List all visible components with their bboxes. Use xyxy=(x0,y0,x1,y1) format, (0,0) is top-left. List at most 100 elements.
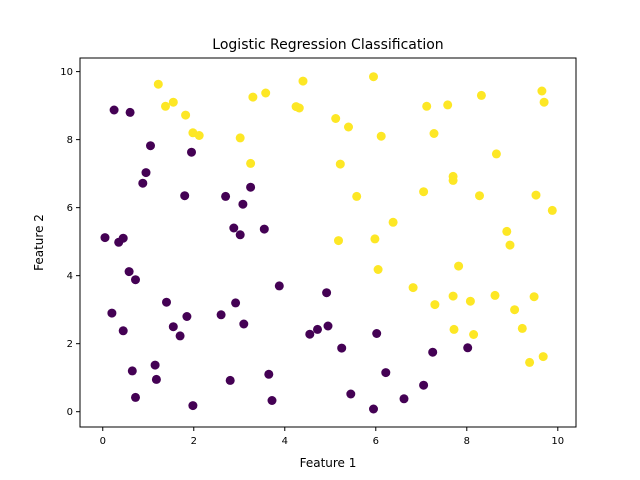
data-point-class-1 xyxy=(491,149,501,159)
data-point-class-1 xyxy=(408,283,418,293)
plot-frame xyxy=(79,57,577,428)
data-point-class-0 xyxy=(151,374,161,384)
data-point-class-0 xyxy=(168,322,178,332)
data-point-class-1 xyxy=(429,129,439,138)
data-point-class-0 xyxy=(100,233,110,243)
data-point-class-0 xyxy=(323,321,333,331)
data-point-class-1 xyxy=(248,92,258,102)
data-point-class-1 xyxy=(419,187,429,197)
data-point-class-0 xyxy=(127,366,137,376)
data-point-class-1 xyxy=(449,324,459,334)
y-axis-label: Feature 2 xyxy=(32,214,46,271)
data-point-class-1 xyxy=(344,122,353,132)
data-point-class-1 xyxy=(529,292,539,302)
y-tick-label: 0 xyxy=(67,407,73,418)
data-point-class-1 xyxy=(153,79,163,89)
data-point-class-0 xyxy=(125,107,135,117)
data-point-class-0 xyxy=(381,368,391,378)
data-point-class-0 xyxy=(146,141,155,151)
data-point-class-1 xyxy=(454,261,464,271)
data-point-class-0 xyxy=(131,275,140,285)
y-tick-label: 8 xyxy=(67,135,73,146)
data-point-class-0 xyxy=(264,369,274,379)
data-point-class-0 xyxy=(322,288,332,298)
data-point-class-1 xyxy=(261,88,271,98)
data-point-class-1 xyxy=(443,100,453,110)
data-point-class-1 xyxy=(298,76,308,86)
data-point-class-0 xyxy=(428,347,438,357)
data-point-class-0 xyxy=(372,329,382,338)
x-axis-ticks: 0 2 4 6 8 10 xyxy=(100,427,564,447)
data-point-class-0 xyxy=(131,392,140,402)
data-point-class-0 xyxy=(150,360,160,370)
data-point-class-0 xyxy=(175,331,185,341)
data-point-class-1 xyxy=(537,86,547,96)
data-point-class-0 xyxy=(313,324,322,334)
data-point-class-1 xyxy=(331,114,341,123)
chart-title: Logistic Regression Classification xyxy=(212,37,443,53)
data-point-class-0 xyxy=(346,389,356,399)
data-point-class-1 xyxy=(469,330,479,339)
data-point-class-0 xyxy=(187,147,196,157)
data-point-class-1 xyxy=(502,226,512,236)
data-point-class-0 xyxy=(246,182,256,192)
data-point-class-1 xyxy=(505,240,515,250)
data-point-class-0 xyxy=(107,308,117,318)
data-point-class-1 xyxy=(517,323,527,333)
data-point-class-0 xyxy=(188,401,198,411)
data-point-class-1 xyxy=(373,265,383,274)
data-point-class-0 xyxy=(180,191,190,201)
data-point-class-1 xyxy=(370,234,380,244)
data-point-class-1 xyxy=(448,175,458,185)
data-point-class-0 xyxy=(221,191,231,201)
y-tick-label: 4 xyxy=(67,271,73,282)
data-point-class-1 xyxy=(510,305,520,315)
data-point-class-0 xyxy=(259,224,269,234)
data-point-class-0 xyxy=(118,326,128,336)
data-point-class-0 xyxy=(141,168,151,178)
data-point-class-0 xyxy=(238,199,248,209)
data-point-class-1 xyxy=(161,101,170,111)
x-tick-label: 6 xyxy=(373,436,379,447)
data-point-class-1 xyxy=(422,101,432,111)
data-point-class-0 xyxy=(463,343,473,353)
data-point-class-0 xyxy=(419,380,429,390)
data-point-class-1 xyxy=(448,291,458,301)
data-point-class-0 xyxy=(369,404,378,414)
y-tick-label: 2 xyxy=(67,339,73,350)
x-tick-label: 2 xyxy=(191,436,197,447)
data-point-class-0 xyxy=(225,375,235,385)
data-point-class-0 xyxy=(399,394,409,404)
data-point-class-1 xyxy=(369,72,378,82)
data-point-class-1 xyxy=(194,131,204,140)
data-point-class-1 xyxy=(476,90,486,100)
y-tick-label: 10 xyxy=(60,67,73,78)
data-point-class-1 xyxy=(490,290,500,300)
data-point-class-1 xyxy=(335,159,345,169)
data-point-class-0 xyxy=(118,233,128,243)
data-point-class-0 xyxy=(182,312,192,321)
data-point-class-1 xyxy=(539,97,549,107)
data-point-class-0 xyxy=(124,267,134,277)
data-point-class-0 xyxy=(138,178,148,188)
data-point-class-1 xyxy=(376,131,386,141)
data-point-class-0 xyxy=(267,396,277,405)
data-point-class-1 xyxy=(465,296,475,306)
data-point-class-0 xyxy=(216,310,226,320)
data-point-class-1 xyxy=(168,97,178,107)
data-point-class-1 xyxy=(294,103,304,113)
data-point-class-0 xyxy=(274,281,284,291)
data-point-class-0 xyxy=(305,329,315,339)
y-tick-label: 6 xyxy=(67,203,73,214)
data-point-class-1 xyxy=(246,158,256,168)
data-point-class-1 xyxy=(388,217,398,227)
x-tick-label: 10 xyxy=(551,436,564,447)
x-tick-label: 4 xyxy=(282,436,288,447)
y-axis-ticks: 0 2 4 6 8 10 xyxy=(60,67,80,418)
points-layer xyxy=(100,72,557,414)
data-point-class-0 xyxy=(231,298,241,308)
data-point-class-1 xyxy=(538,352,548,362)
data-point-class-1 xyxy=(531,190,541,200)
